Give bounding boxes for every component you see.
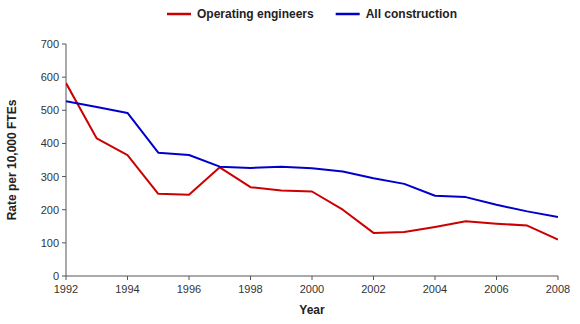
x-axis-label: Year bbox=[299, 303, 325, 317]
x-tick bbox=[496, 276, 497, 280]
x-tick-label: 1994 bbox=[115, 283, 139, 295]
y-tick-label: 500 bbox=[41, 104, 59, 116]
x-tick-label: 2006 bbox=[484, 283, 508, 295]
x-tick-label: 1998 bbox=[238, 283, 262, 295]
x-tick bbox=[373, 276, 374, 280]
y-tick bbox=[62, 110, 66, 111]
y-tick-label: 0 bbox=[53, 270, 59, 282]
x-tick-label: 2000 bbox=[300, 283, 324, 295]
x-tick bbox=[66, 276, 67, 280]
plot-area bbox=[66, 83, 558, 239]
x-tick bbox=[189, 276, 190, 280]
series-line bbox=[66, 83, 558, 239]
y-tick-label: 300 bbox=[41, 171, 59, 183]
y-tick-label: 200 bbox=[41, 204, 59, 216]
x-tick bbox=[127, 276, 128, 280]
chart-container: 1992 1994 1996 1998 2000 2002 2004 2006 2008 0 100… bbox=[0, 0, 580, 324]
y-tick bbox=[62, 242, 66, 243]
legend: Operating engineers All construction bbox=[167, 7, 457, 21]
y-axis-line bbox=[66, 44, 67, 276]
x-tick bbox=[250, 276, 251, 280]
legend-swatch bbox=[167, 13, 191, 16]
y-tick bbox=[62, 209, 66, 210]
x-tick-label: 1996 bbox=[177, 283, 201, 295]
y-tick bbox=[62, 77, 66, 78]
series-line bbox=[66, 101, 558, 217]
axes: 1992 1994 1996 1998 2000 2002 2004 2006 2008 0 100… bbox=[41, 38, 571, 295]
y-tick-label: 600 bbox=[41, 71, 59, 83]
y-tick bbox=[62, 44, 66, 45]
y-axis-label: Rate per 10,000 FTEs bbox=[5, 99, 19, 220]
x-tick-label: 2002 bbox=[361, 283, 385, 295]
x-tick-label: 1992 bbox=[54, 283, 78, 295]
x-tick bbox=[435, 276, 436, 280]
y-tick-label: 700 bbox=[41, 38, 59, 50]
y-tick bbox=[62, 276, 66, 277]
legend-label: All construction bbox=[366, 7, 457, 21]
chart: 1992 1994 1996 1998 2000 2002 2004 2006 2008 0 100… bbox=[0, 0, 580, 324]
legend-label: Operating engineers bbox=[197, 7, 314, 21]
x-tick bbox=[558, 276, 559, 280]
x-tick bbox=[312, 276, 313, 280]
y-tick bbox=[62, 143, 66, 144]
legend-swatch bbox=[336, 13, 360, 16]
x-tick-label: 2008 bbox=[546, 283, 570, 295]
y-tick-label: 400 bbox=[41, 137, 59, 149]
x-tick-label: 2004 bbox=[423, 283, 447, 295]
y-tick bbox=[62, 176, 66, 177]
y-tick-label: 100 bbox=[41, 237, 59, 249]
